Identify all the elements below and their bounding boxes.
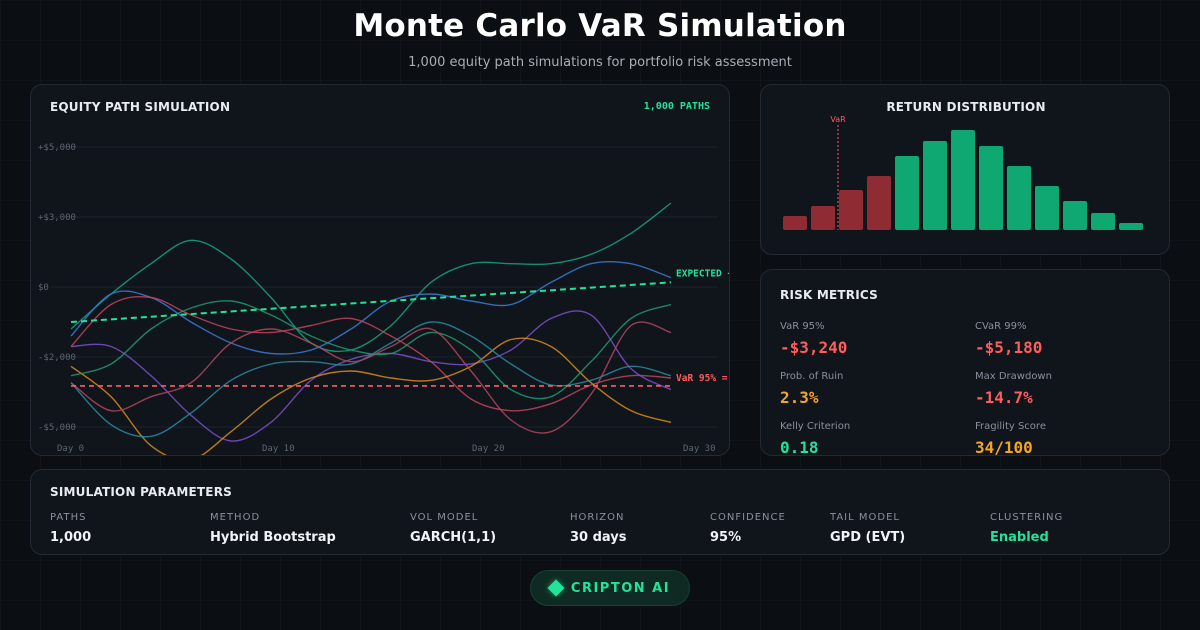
metric-var95-label: VaR 95% <box>780 321 825 332</box>
param-vol-model-value: GARCH(1,1) <box>410 530 497 545</box>
param-tail-model-label: TAIL MODEL <box>830 512 900 523</box>
param-clustering-label: CLUSTERING <box>990 512 1064 523</box>
param-vol-model-label: VOL MODEL <box>410 512 479 523</box>
return-distribution-panel: VaR RETURN DISTRIBUTION <box>760 84 1170 255</box>
metric-fragility-value: 34/100 <box>975 438 1033 456</box>
metric-fragility-label: Fragility Score <box>975 421 1046 432</box>
page-subtitle: 1,000 equity path simulations for portfo… <box>408 55 792 70</box>
distribution-panel-title: RETURN DISTRIBUTION <box>886 100 1046 114</box>
metric-kelly-label: Kelly Criterion <box>780 421 851 432</box>
distribution-bar <box>783 216 807 230</box>
x-tick-label: Day 20 <box>472 444 505 454</box>
param-horizon-value: 30 days <box>570 530 627 545</box>
expected-label: EXPECTED +$2,840 <box>676 268 730 279</box>
param-tail-model-value: GPD (EVT) <box>830 530 906 545</box>
param-paths-label: PATHS <box>50 512 87 523</box>
distribution-bar <box>811 206 835 230</box>
equity-path-line <box>70 310 672 442</box>
y-tick-label: +$5,000 <box>38 143 76 153</box>
page-title: Monte Carlo VaR Simulation <box>353 8 847 44</box>
distribution-bar <box>1063 201 1087 230</box>
x-tick-label: Day 10 <box>262 444 295 454</box>
param-method-label: METHOD <box>210 512 261 523</box>
distribution-bar <box>867 176 891 230</box>
equity-path-line <box>70 202 672 353</box>
risk-metrics-title: RISK METRICS <box>780 288 878 302</box>
distribution-bar <box>1035 186 1059 230</box>
distribution-bar <box>1091 213 1115 230</box>
distribution-bar <box>1119 223 1143 230</box>
equity-panel-title: EQUITY PATH SIMULATION <box>50 100 231 114</box>
metric-cvar99-label: CVaR 99% <box>975 321 1027 332</box>
diamond-icon <box>547 579 565 597</box>
metric-kelly-value: 0.18 <box>780 438 819 456</box>
y-tick-label: -$2,000 <box>38 353 76 363</box>
y-tick-label: $0 <box>38 283 49 293</box>
distribution-bar <box>923 141 947 230</box>
distribution-bar <box>979 146 1003 230</box>
brand-name: CRIPTON AI <box>570 580 671 596</box>
distribution-bar <box>951 130 975 230</box>
metric-ruin-value: 2.3% <box>780 388 819 407</box>
param-paths-value: 1,000 <box>50 530 92 545</box>
x-tick-label: Day 0 <box>57 444 84 454</box>
param-method-value: Hybrid Bootstrap <box>210 530 336 545</box>
paths-badge: 1,000 PATHS <box>643 101 710 112</box>
return-distribution-chart: VaR <box>783 115 1143 230</box>
equity-path-line <box>70 296 672 412</box>
metric-drawdown-label: Max Drawdown <box>975 371 1052 382</box>
equity-path-line <box>70 337 672 455</box>
metric-drawdown-value: -14.7% <box>975 388 1033 407</box>
simulation-parameters-panel: SIMULATION PARAMETERS PATHS 1,000 METHOD… <box>30 469 1170 555</box>
metric-var95-value: -$3,240 <box>780 338 848 357</box>
param-clustering-value: Enabled <box>990 530 1049 545</box>
equity-path-line <box>70 321 672 434</box>
risk-metrics-panel: RISK METRICS VaR 95% -$3,240 CVaR 99% -$… <box>760 269 1170 456</box>
distribution-bar <box>895 156 919 230</box>
y-tick-label: -$5,000 <box>38 423 76 433</box>
expected-line <box>70 281 672 323</box>
equity-path-line <box>70 321 672 438</box>
y-tick-label: +$3,000 <box>38 213 76 223</box>
equity-path-chart: +$5,000 +$3,000 $0 -$2,000 -$5,000 Day 0 Day 1… <box>38 143 730 455</box>
metric-ruin-label: Prob. of Ruin <box>780 371 844 382</box>
x-tick-label: Day 30 <box>683 444 716 454</box>
equity-path-line <box>70 300 672 400</box>
var-marker-label: VaR <box>830 115 846 124</box>
param-horizon-label: HORIZON <box>570 512 625 523</box>
distribution-bar <box>1007 166 1031 230</box>
brand-badge: CRIPTON AI <box>530 570 690 606</box>
var-line-label: VaR 95% = -$3,240 <box>676 373 730 384</box>
parameters-title: SIMULATION PARAMETERS <box>50 485 232 499</box>
metric-cvar99-value: -$5,180 <box>975 338 1043 357</box>
equity-path-panel: +$5,000 +$3,000 $0 -$2,000 -$5,000 Day 0 Day 1… <box>30 84 730 456</box>
distribution-bar <box>839 190 863 230</box>
param-confidence-value: 95% <box>710 530 742 545</box>
param-confidence-label: CONFIDENCE <box>710 512 786 523</box>
equity-path-line <box>70 260 672 355</box>
